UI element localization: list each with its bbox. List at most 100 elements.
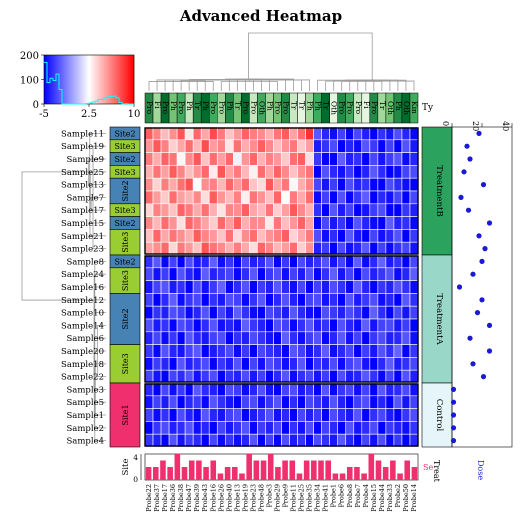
- heatmap-cell: [377, 203, 387, 217]
- heatmap-cell: [200, 139, 210, 153]
- heatmap-cell: [385, 408, 395, 422]
- heatmap-cell: [281, 293, 290, 307]
- heatmap-cell: [273, 126, 282, 141]
- heatmap-cell: [176, 280, 186, 294]
- heatmap-cell: [377, 254, 387, 269]
- column-dendrogram-link: [357, 79, 387, 91]
- heatmap-cell: [233, 369, 242, 384]
- heatmap-cell: [241, 369, 250, 384]
- heatmap-cell: [361, 241, 371, 256]
- heatmap-cell: [377, 280, 387, 294]
- heatmap-cell: [401, 305, 411, 320]
- heatmap-cell: [184, 331, 194, 345]
- key-gradient-slice: [80, 55, 82, 104]
- heatmap-cell: [361, 395, 371, 409]
- heatmap-cell: [208, 267, 218, 281]
- key-gradient-slice: [69, 55, 71, 104]
- heatmap-cell: [369, 408, 379, 422]
- heatmap-cell: [168, 293, 178, 307]
- heatmap-cell: [160, 382, 170, 397]
- row-label: Sample1: [66, 411, 104, 421]
- key-gradient-slice: [129, 55, 131, 104]
- heatmap-cell: [208, 190, 218, 205]
- heatmap-cell: [297, 267, 306, 281]
- row-label: Sample25: [61, 168, 104, 178]
- heatmap-cell: [257, 408, 266, 422]
- type-label: Ph: [185, 101, 194, 111]
- heatmap-cell: [393, 357, 403, 371]
- type-cell: [409, 92, 419, 124]
- heatmap-cell: [305, 152, 314, 166]
- heatmap-cell: [224, 177, 234, 192]
- heatmap-cell: [401, 280, 411, 294]
- heatmap-cell: [233, 293, 242, 307]
- heatmap-cell: [369, 177, 379, 192]
- site-label: Site2: [121, 308, 130, 329]
- heatmap-cell: [184, 369, 194, 384]
- heatmap-cell: [233, 421, 242, 435]
- heatmap-cell: [289, 190, 298, 205]
- heatmap-cell: [216, 165, 226, 179]
- heatmap-cell: [337, 305, 347, 320]
- heatmap-cell: [409, 126, 419, 141]
- site-bar: [282, 460, 288, 480]
- heatmap-cell: [265, 369, 274, 384]
- heatmap-cell: [401, 177, 411, 192]
- site-bar: [181, 467, 188, 480]
- heatmap-cell: [233, 152, 242, 166]
- heatmap-cell: [176, 421, 186, 435]
- heatmap-cell: [281, 331, 290, 345]
- heatmap-cell: [216, 382, 226, 397]
- column-label: Probe37: [153, 484, 161, 512]
- heatmap-cell: [281, 190, 290, 205]
- heatmap-cell: [297, 344, 306, 358]
- heatmap-cell: [305, 344, 314, 358]
- heatmap-cell: [409, 177, 419, 192]
- heatmap-cell: [297, 139, 306, 153]
- dose-point: [458, 194, 464, 200]
- heatmap-cell: [409, 241, 419, 256]
- heatmap-cell: [393, 395, 403, 409]
- heatmap-cell: [313, 126, 322, 141]
- site-bar: [311, 460, 317, 480]
- heatmap-cell: [192, 165, 202, 179]
- key-gradient-slice: [95, 55, 97, 104]
- heatmap-cell: [409, 305, 419, 320]
- heatmap-cell: [305, 216, 314, 230]
- heatmap-cell: [393, 344, 403, 358]
- heatmap-cell: [144, 382, 154, 397]
- heatmap-cell: [184, 382, 194, 397]
- heatmap-cell: [160, 357, 170, 371]
- heatmap-cell: [216, 369, 226, 384]
- heatmap-cell: [273, 254, 282, 269]
- heatmap-cell: [393, 267, 403, 281]
- heatmap-cell: [192, 152, 202, 166]
- heatmap-cell: [329, 177, 339, 192]
- type-label: Tr: [378, 101, 387, 110]
- heatmap-cell: [345, 241, 355, 256]
- heatmap-cell: [200, 369, 210, 384]
- heatmap-cell: [200, 305, 210, 320]
- heatmap-cell: [249, 241, 258, 256]
- column-dendrogram-link: [349, 80, 374, 91]
- row-dendrogram-link: [93, 286, 106, 314]
- heatmap-cell: [233, 305, 242, 320]
- key-gradient-slice: [131, 55, 133, 104]
- site-bar: [375, 460, 382, 480]
- key-gradient-slice: [48, 55, 50, 104]
- column-dendrogram-link: [180, 80, 206, 91]
- heatmap-cell: [168, 421, 178, 435]
- heatmap-cell: [200, 293, 210, 307]
- heatmap-cell: [208, 395, 218, 409]
- heatmap-cell: [152, 293, 162, 307]
- heatmap-cell: [176, 395, 186, 409]
- heatmap-cell: [216, 267, 226, 281]
- heatmap-cell: [160, 344, 170, 358]
- heatmap-cell: [160, 216, 170, 230]
- heatmap-cell: [160, 267, 170, 281]
- type-label: Oth: [386, 101, 395, 115]
- heatmap-cell: [409, 254, 419, 269]
- heatmap-cell: [369, 318, 379, 333]
- column-label: Probe13: [233, 484, 241, 512]
- site-bar: [188, 460, 195, 480]
